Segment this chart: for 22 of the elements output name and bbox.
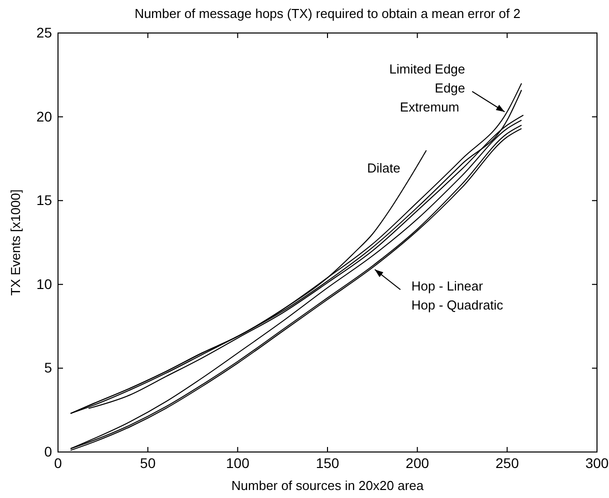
annotation: Limited Edge <box>389 61 466 76</box>
x-tick-label: 300 <box>585 454 609 471</box>
y-tick-label: 15 <box>36 192 52 208</box>
y-tick-label: 25 <box>36 24 52 40</box>
series-label: Dilate <box>367 160 400 176</box>
x-axis-title: Number of sources in 20x20 area <box>231 478 424 493</box>
x-tick-label: 250 <box>495 454 520 471</box>
y-tick-label: 10 <box>36 276 52 292</box>
annotation: Hop - Quadratic <box>411 298 504 313</box>
chart-title: Number of message hops (TX) required to obtain a mean error of 2 <box>134 6 520 21</box>
x-tick-label: 0 <box>54 454 62 471</box>
y-tick-label: 5 <box>44 360 52 376</box>
y-tick-label: 20 <box>36 108 52 124</box>
annotation: Hop - Linear <box>411 278 484 294</box>
x-tick-label: 100 <box>226 454 250 471</box>
x-tick-label: 200 <box>406 454 430 471</box>
y-tick-label: 0 <box>44 443 52 460</box>
x-tick-label: 50 <box>140 454 156 471</box>
x-tick-label: 150 <box>316 454 340 471</box>
annotation: Edge <box>434 80 466 96</box>
y-axis-title: TX Events [x1000] <box>8 189 23 296</box>
annotation: Extremum <box>400 99 460 114</box>
